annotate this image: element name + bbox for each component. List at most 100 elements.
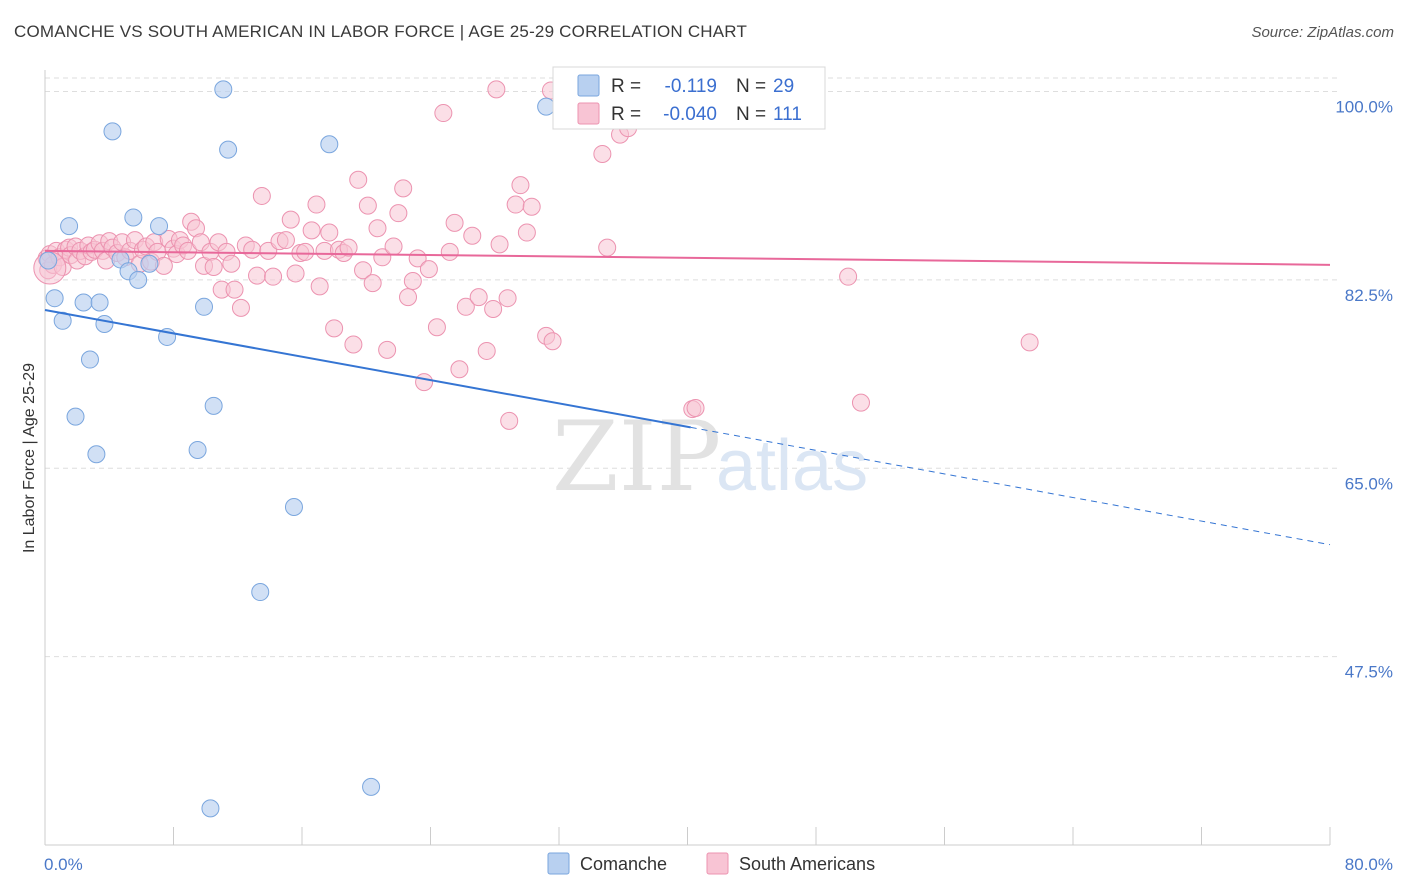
bottom-legend: Comanche South Americans <box>547 852 875 875</box>
comanche-point <box>103 122 122 141</box>
south-americans-point <box>373 248 392 267</box>
comanche-point <box>201 799 220 818</box>
comanche-trend-extension <box>690 426 1331 546</box>
comanche-legend-swatch <box>547 852 570 875</box>
south-americans-point <box>231 298 250 317</box>
comanche-point <box>90 293 109 312</box>
south-americans-point <box>839 267 858 286</box>
watermark-zip: ZIP <box>552 401 721 513</box>
y-tick-label: 82.5% <box>1345 286 1393 305</box>
comanche-trend-line <box>44 309 691 429</box>
south-americans-point <box>354 261 373 280</box>
south-americans-point <box>276 231 295 250</box>
south-americans-point <box>484 299 503 318</box>
comanche-point <box>39 251 58 270</box>
south-americans-point <box>490 235 509 254</box>
south-americans-point <box>851 393 870 412</box>
comanche-point <box>204 396 223 415</box>
south-americans-point <box>349 170 368 189</box>
legend-n-label: N = <box>736 104 766 125</box>
south-americans-point <box>222 254 241 273</box>
gridlines <box>45 77 1340 658</box>
comanche-point <box>87 445 106 464</box>
south-americans-points <box>33 80 1039 430</box>
south-americans-legend-label: South Americans <box>739 854 875 874</box>
comanche-point <box>60 217 79 236</box>
legend-r-value: -0.119 <box>665 76 717 97</box>
watermark: ZIP atlas <box>552 401 868 513</box>
south-americans-point <box>243 240 262 259</box>
south-americans-point <box>1020 333 1039 352</box>
south-americans-point <box>498 289 517 308</box>
south-americans-swatch <box>577 102 600 125</box>
source-credit: Source: ZipAtlas.com <box>1251 24 1394 41</box>
south-americans-point <box>440 242 459 261</box>
comanche-point <box>95 315 114 334</box>
south-americans-point <box>487 80 506 99</box>
south-americans-point <box>296 242 315 261</box>
comanche-point <box>140 254 159 273</box>
south-americans-point <box>325 319 344 338</box>
south-americans-point <box>302 221 321 240</box>
south-americans-point <box>358 196 377 215</box>
south-americans-point <box>204 257 223 276</box>
comanche-point <box>74 293 93 312</box>
x-tick-labels: 0.0% 80.0% <box>44 855 1393 874</box>
comanche-point <box>320 135 339 154</box>
comanche-point <box>214 80 233 99</box>
south-americans-trend-line <box>44 249 1331 266</box>
comanche-point <box>219 140 238 159</box>
south-americans-point <box>469 288 488 307</box>
south-americans-point <box>394 179 413 198</box>
south-americans-point <box>445 213 464 232</box>
legend-r-value: -0.040 <box>663 104 717 125</box>
y-tick-label: 65.0% <box>1345 474 1393 493</box>
south-americans-point <box>264 267 283 286</box>
y-tick-labels: 47.5% 65.0% 82.5% 100.0% <box>1335 98 1393 682</box>
comanche-point <box>195 297 214 316</box>
comanche-point <box>188 440 207 459</box>
south-americans-point <box>252 186 271 205</box>
legend-r-label: R = <box>611 76 641 97</box>
south-americans-point <box>522 197 541 216</box>
south-americans-point <box>286 264 305 283</box>
x-tick-label: 80.0% <box>1345 855 1393 874</box>
south-americans-point <box>339 238 358 257</box>
south-americans-point <box>419 260 438 279</box>
comanche-point <box>80 350 99 369</box>
south-americans-point <box>506 195 525 214</box>
comanche-point <box>124 208 143 227</box>
south-americans-point <box>368 219 387 238</box>
legend-n-value: 111 <box>773 104 802 125</box>
south-americans-point <box>389 204 408 223</box>
south-americans-point <box>500 411 519 430</box>
axes <box>44 70 1331 846</box>
comanche-point <box>251 583 270 602</box>
south-americans-point <box>511 176 530 195</box>
legend-r-label: R = <box>611 104 641 125</box>
chart-title: COMANCHE VS SOUTH AMERICAN IN LABOR FORC… <box>14 22 748 41</box>
south-americans-point <box>477 341 496 360</box>
south-americans-point <box>399 288 418 307</box>
south-americans-point <box>450 360 469 379</box>
south-americans-point <box>403 271 422 290</box>
legend-n-label: N = <box>736 76 766 97</box>
south-americans-point <box>543 332 562 351</box>
stats-legend: R = -0.119 N = 29 R = -0.040 N = 111 <box>552 66 826 130</box>
legend-n-value: 29 <box>773 76 794 97</box>
comanche-swatch <box>577 74 600 97</box>
comanche-point <box>537 97 556 116</box>
comanche-point <box>129 270 148 289</box>
south-americans-point <box>310 277 329 296</box>
comanche-legend-label: Comanche <box>580 854 667 874</box>
south-americans-point <box>456 297 475 316</box>
south-americans-point <box>434 104 453 123</box>
trend-lines <box>44 249 1331 546</box>
south-americans-point <box>178 241 197 260</box>
south-americans-point <box>517 223 536 242</box>
south-americans-legend-swatch <box>706 852 729 875</box>
comanche-points <box>39 80 556 818</box>
comanche-point <box>362 777 381 796</box>
y-axis-title: In Labor Force | Age 25-29 <box>21 363 38 553</box>
